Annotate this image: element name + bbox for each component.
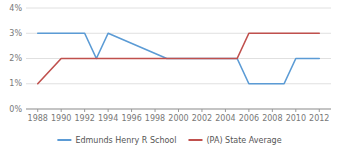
x-tick-label: 1988: [28, 114, 48, 123]
y-axis: 0% 1% 2% 3% 4%: [9, 4, 22, 114]
series-line: [38, 33, 320, 84]
x-tick: [108, 109, 109, 112]
x-tick: [319, 109, 320, 112]
x-tick: [84, 109, 85, 112]
x-tick-label: 1994: [98, 114, 118, 123]
x-tick-label: 1996: [121, 114, 141, 123]
grid: [26, 8, 331, 109]
x-tick-label: 2000: [168, 114, 188, 123]
legend-label: (PA) State Average: [206, 136, 281, 145]
x-tick-label: 2006: [239, 114, 259, 123]
x-tick: [37, 109, 38, 112]
x-tick-label: 1990: [51, 114, 71, 123]
x-tick: [61, 109, 62, 112]
x-tick: [131, 109, 132, 112]
x-tick-label: 2002: [192, 114, 212, 123]
x-tick: [225, 109, 226, 112]
y-tick-label: 1%: [9, 79, 22, 88]
series-line: [38, 33, 320, 84]
x-tick-label: 2010: [286, 114, 306, 123]
y-tick-label: 4%: [9, 4, 22, 13]
grid-line: [26, 83, 331, 84]
y-tick-label: 2%: [9, 54, 22, 63]
legend-item: Edmunds Henry R School: [57, 136, 176, 145]
chart: 0% 1% 2% 3% 4% 198819901992 19941996 19982000 20…: [0, 0, 339, 149]
x-tick-label: 2008: [262, 114, 282, 123]
x-tick-label: 2004: [215, 114, 235, 123]
x-tick-label: 1992: [74, 114, 94, 123]
x-tick: [155, 109, 156, 112]
x-tick: [201, 109, 202, 112]
x-tick-label: 2012: [309, 114, 329, 123]
x-tick: [248, 109, 249, 112]
y-tick-label: 3%: [9, 29, 22, 38]
legend-label: Edmunds Henry R School: [75, 136, 176, 145]
x-axis: 198819901992 19941996 19982000 20022004 2006…: [26, 109, 331, 123]
grid-line: [26, 8, 331, 9]
legend: Edmunds Henry R School (PA) State Average: [57, 136, 281, 145]
legend-swatch: [188, 139, 202, 141]
legend-swatch: [57, 139, 71, 141]
legend-item: (PA) State Average: [188, 136, 281, 145]
x-tick: [295, 109, 296, 112]
series-group: [38, 33, 320, 84]
x-tick-label: 1998: [145, 114, 165, 123]
x-tick: [272, 109, 273, 112]
y-tick-label: 0%: [9, 105, 22, 114]
x-tick: [178, 109, 179, 112]
